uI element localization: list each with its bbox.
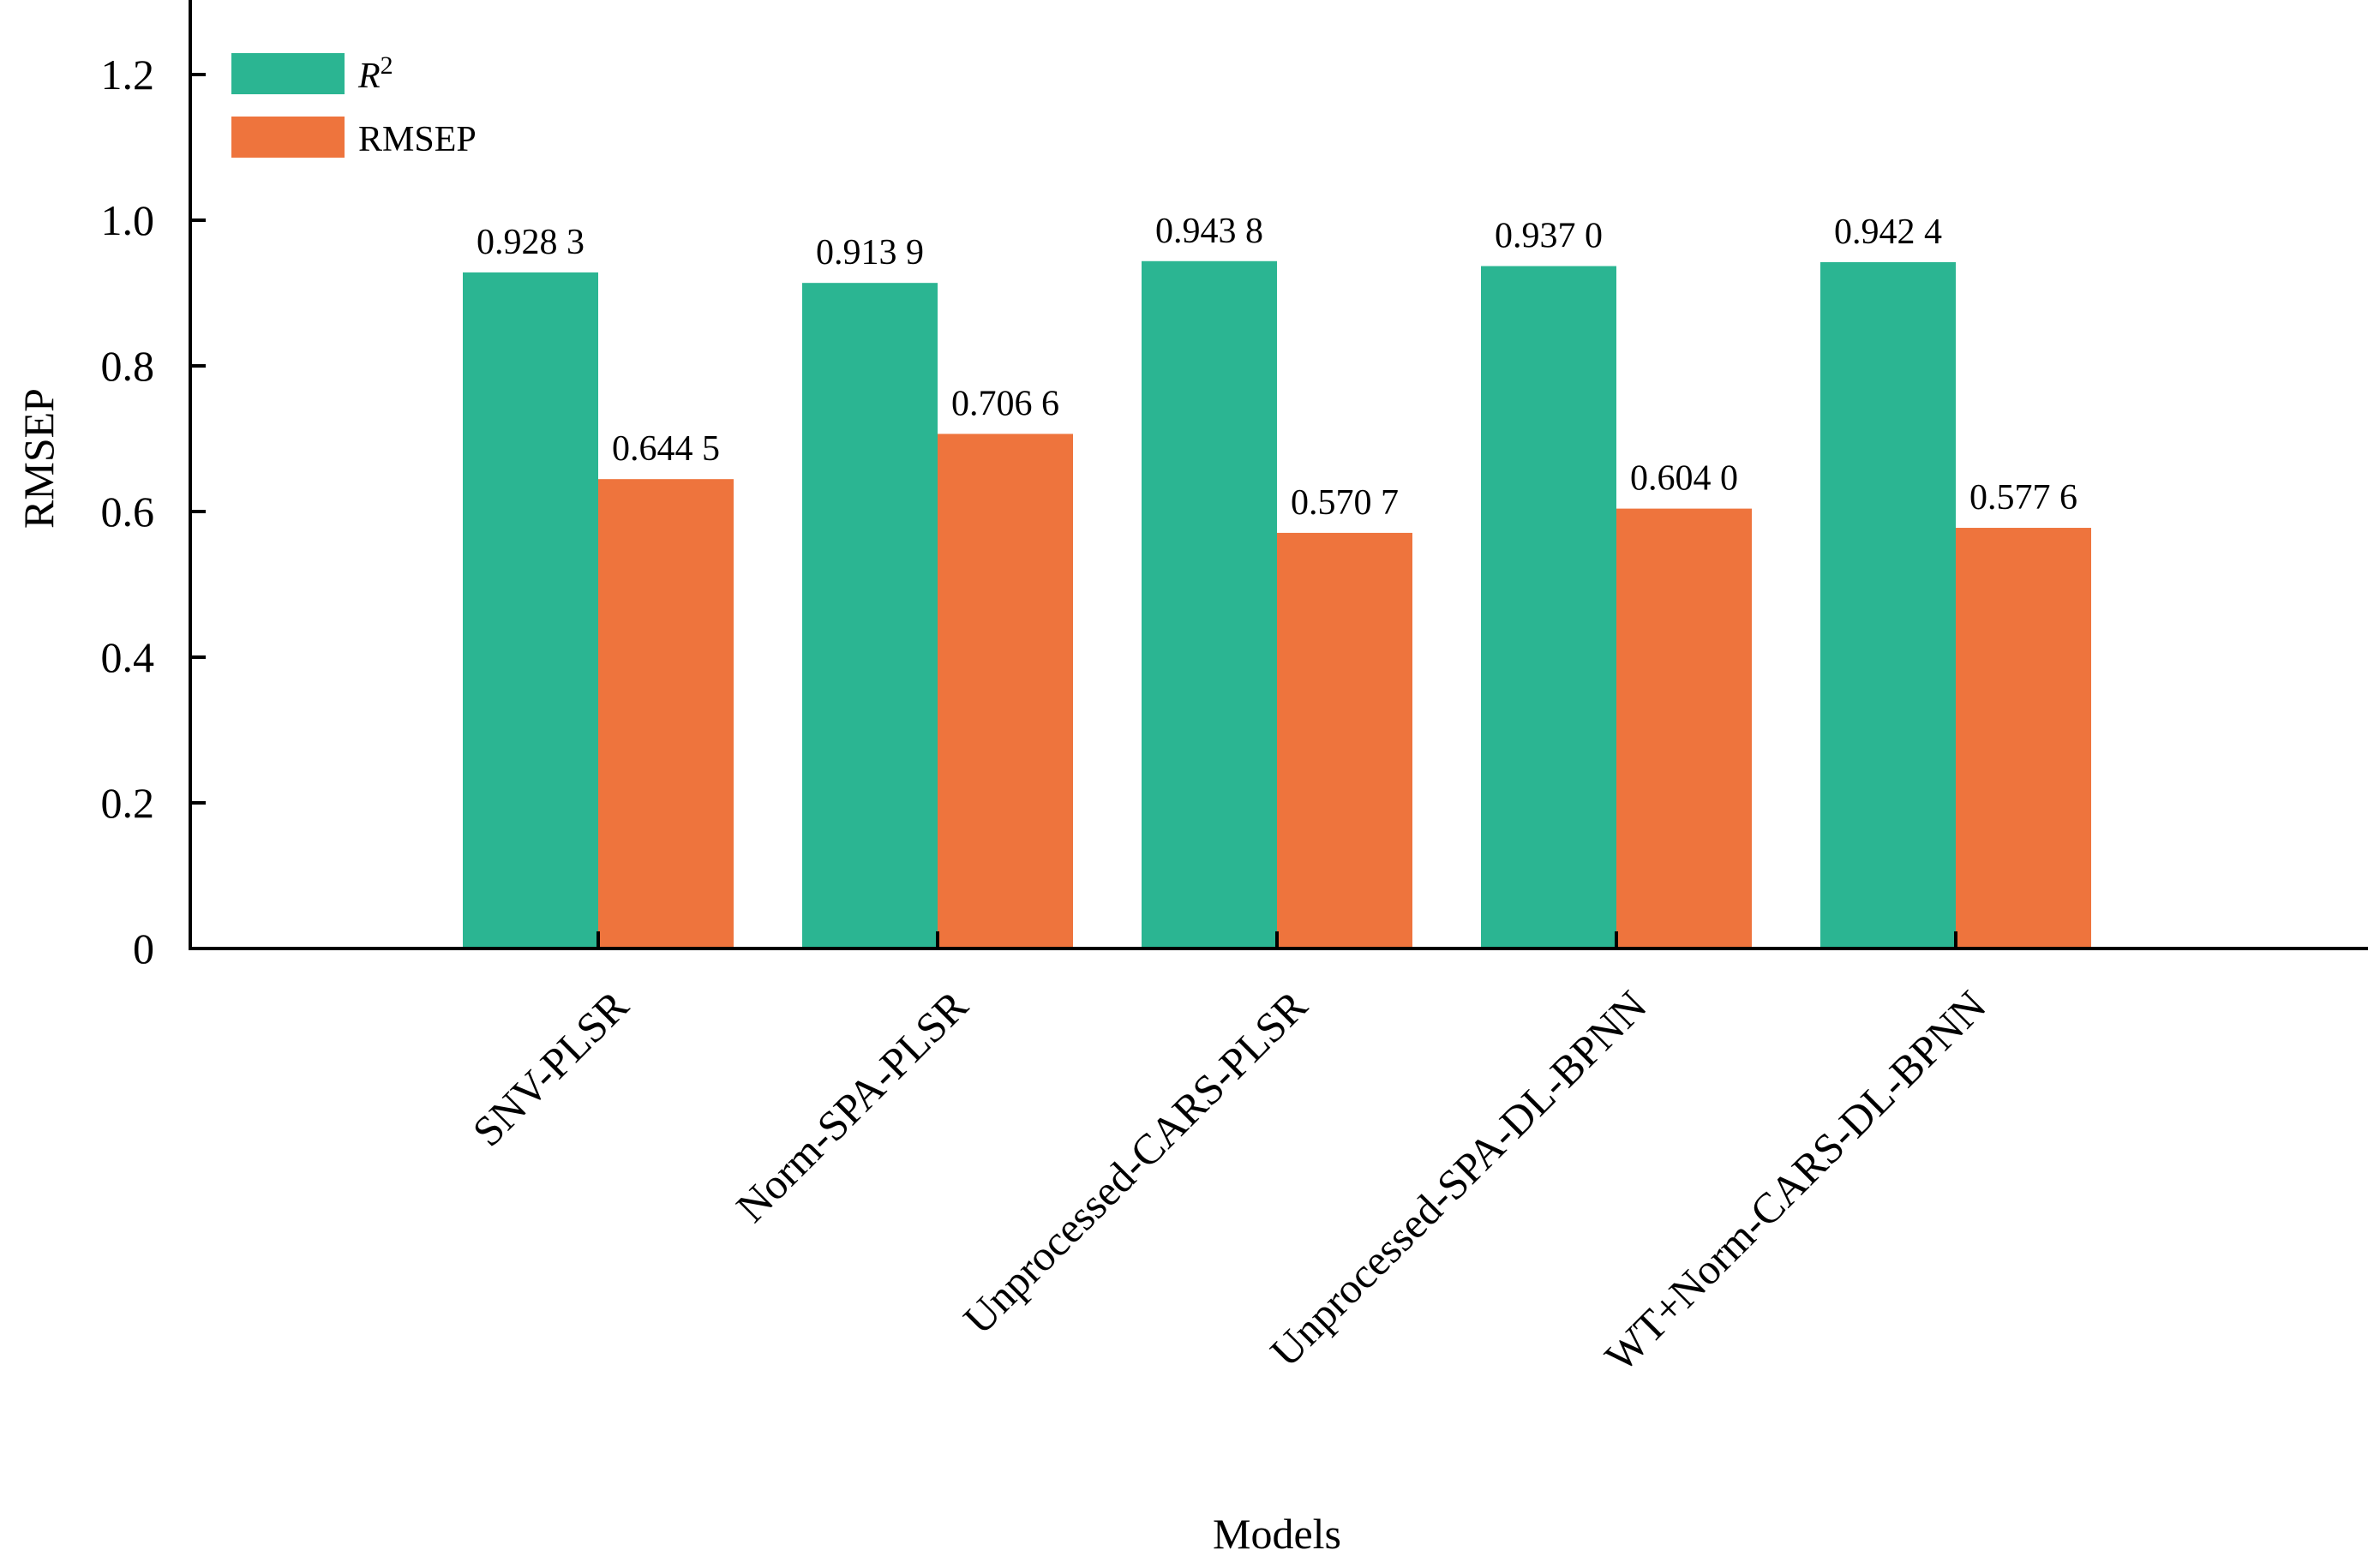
bar-rmsep xyxy=(1956,528,2091,949)
x-category-label: Norm-SPA-PLSR xyxy=(727,981,977,1231)
bar-rmsep xyxy=(1616,508,1752,949)
y-tick-label: 0 xyxy=(133,925,154,973)
legend-label-superscript: 2 xyxy=(381,51,393,80)
y-ticks-layer: 0 0.2 0.4 0.6 0.8 1.0 1.2 xyxy=(101,51,206,973)
y-tick-label: 1.0 xyxy=(101,196,155,244)
data-label: 0.604 0 xyxy=(1630,459,1738,499)
x-labels-layer: SNV-PLSR Norm-SPA-PLSRUnprocessed-CARS-PL… xyxy=(463,981,1994,1381)
legend-label-main: R xyxy=(357,57,381,96)
data-label: 0.644 5 xyxy=(612,429,720,469)
bar-r2 xyxy=(1820,261,1956,949)
y-tick-label: 0.8 xyxy=(101,342,155,390)
x-category-label: Unprocessed-CARS-PLSR xyxy=(954,981,1316,1344)
bar-rmsep xyxy=(938,434,1073,949)
x-category-label: Unprocessed-SPA-DL-BPNN xyxy=(1261,981,1656,1376)
x-ticks-layer xyxy=(596,931,1957,949)
bars-layer xyxy=(463,260,2091,949)
y-tick-label: 0.4 xyxy=(101,633,155,681)
bar-r2 xyxy=(802,283,938,949)
legend-label: RMSEP xyxy=(358,120,477,159)
bar-r2 xyxy=(463,272,598,949)
y-tick-label: 1.2 xyxy=(101,51,155,99)
y-tick-label: 0.6 xyxy=(101,488,155,536)
x-axis-title: Models xyxy=(1213,1510,1341,1558)
bar-r2 xyxy=(1481,266,1616,949)
x-category-label: SNV-PLSR xyxy=(463,981,638,1156)
x-category-label: WT+Norm-CARS-DL-BPNN xyxy=(1596,981,1995,1380)
data-label: 0.937 0 xyxy=(1495,217,1603,256)
bar-rmsep xyxy=(598,479,734,949)
data-label: 0.928 3 xyxy=(477,223,585,262)
y-tick-label: 0.2 xyxy=(101,779,155,827)
bar-rmsep xyxy=(1277,532,1412,949)
legend-swatch xyxy=(231,53,345,94)
data-label: 0.942 4 xyxy=(1834,212,1942,252)
legend-label: R2 xyxy=(357,51,393,96)
legend: R2 RMSEP xyxy=(231,51,477,159)
data-label: 0.577 6 xyxy=(1969,478,2077,518)
legend-swatch xyxy=(231,117,345,158)
data-label: 0.943 8 xyxy=(1155,212,1263,251)
data-label: 0.706 6 xyxy=(951,384,1059,423)
data-labels-layer: 0.928 3 0.644 5 0.913 9 0.706 6 0.943 8 0.570… xyxy=(477,212,2077,523)
data-label: 0.570 7 xyxy=(1291,483,1399,523)
y-axis-title: RMSEP xyxy=(15,388,63,529)
bar-r2 xyxy=(1142,260,1277,949)
data-label: 0.913 9 xyxy=(816,233,924,272)
